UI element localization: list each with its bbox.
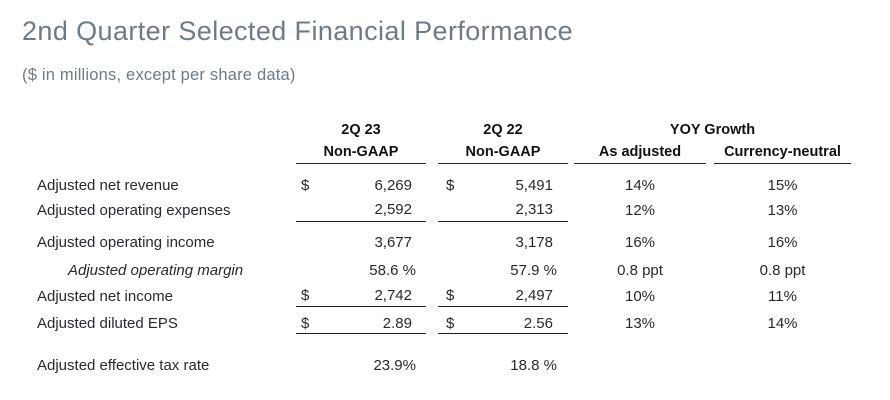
page-title: 2nd Quarter Selected Financial Performan… (22, 16, 574, 46)
growth-as-adjusted: 12% (624, 201, 656, 219)
col-header-currency-neutral: Currency-neutral (714, 141, 851, 164)
amount: 6,269 (374, 176, 412, 194)
value-2q23: 23.9% (373, 356, 416, 374)
table-row: Adjusted operating margin 58.6 % 57.9 % … (0, 256, 851, 284)
table-row: Adjusted net income $ 2,742 $ 2,497 10% … (0, 285, 851, 307)
page-subtitle: ($ in millions, except per share data) (22, 66, 296, 84)
dollar-sign: $ (301, 287, 310, 304)
growth-as-adjusted: 10% (624, 287, 656, 305)
value-2q22: 18.8 % (510, 356, 557, 374)
growth-as-adjusted: 0.8 ppt (617, 261, 663, 279)
amount: 3,178 (515, 233, 553, 251)
table-row: Adjusted diluted EPS $ 2.89 $ 2.56 13% 1… (0, 313, 851, 334)
dollar-sign: $ (446, 287, 455, 304)
value-2q22: 3,178 (438, 228, 568, 256)
amount: 2.56 (523, 314, 553, 332)
value-2q23: $ 6,269 (296, 171, 426, 199)
amount: 2,742 (374, 287, 412, 304)
amount: 3,677 (374, 233, 412, 251)
col-header-2q23: 2Q 23 (341, 122, 381, 138)
row-label: Adjusted net revenue (37, 176, 179, 194)
value-2q23: 2,592 (296, 198, 426, 222)
row-label: Adjusted net income (37, 287, 173, 305)
col-header-2q22: 2Q 22 (483, 122, 523, 138)
table-row: Adjusted net revenue $ 6,269 $ 5,491 14%… (0, 171, 851, 199)
amount: 5,491 (515, 176, 553, 194)
dollar-sign: $ (301, 176, 310, 194)
col-header-non-gaap-2q22: Non-GAAP (438, 141, 568, 164)
amount: 2,313 (515, 201, 553, 218)
growth-currency-neutral: 14% (767, 315, 798, 332)
value-2q23: $ 2.89 (296, 313, 426, 334)
amount: 2.89 (382, 314, 412, 332)
table-row: Adjusted operating income 3,677 3,178 16… (0, 228, 851, 256)
growth-as-adjusted: 14% (624, 176, 656, 194)
growth-currency-neutral: 13% (767, 201, 798, 219)
growth-as-adjusted: 16% (624, 233, 656, 251)
value-2q23: 3,677 (296, 228, 426, 256)
col-header-as-adjusted: As adjusted (574, 141, 706, 164)
table-row: Adjusted operating expenses 2,592 2,313 … (0, 198, 851, 222)
row-label: Adjusted effective tax rate (37, 356, 210, 374)
row-label: Adjusted operating income (37, 233, 215, 251)
col-header-yoy-growth: YOY Growth (669, 122, 756, 138)
dollar-sign: $ (301, 314, 310, 332)
table-header-periods: 2Q 23 2Q 22 YOY Growth (0, 120, 851, 140)
table-header-basis: Non-GAAP Non-GAAP As adjusted Currency-n… (0, 141, 851, 164)
amount: 2,592 (374, 201, 412, 218)
value-2q23: $ 2,742 (296, 285, 426, 307)
amount: 2,497 (515, 287, 553, 304)
growth-currency-neutral: 0.8 ppt (759, 261, 806, 279)
row-label: Adjusted operating expenses (37, 201, 231, 219)
value-2q23: 58.6 % (369, 261, 416, 279)
growth-as-adjusted: 13% (624, 315, 656, 332)
row-label: Adjusted operating margin (68, 261, 244, 279)
value-2q22: $ 2,497 (438, 285, 568, 307)
dollar-sign: $ (446, 314, 455, 332)
col-header-non-gaap-2q23: Non-GAAP (296, 141, 426, 164)
growth-currency-neutral: 11% (768, 287, 797, 305)
value-2q22: 2,313 (438, 198, 568, 222)
growth-currency-neutral: 16% (767, 233, 798, 251)
value-2q22: 57.9 % (510, 261, 557, 279)
value-2q22: $ 5,491 (438, 171, 568, 199)
growth-currency-neutral: 15% (767, 176, 798, 194)
table-row: Adjusted effective tax rate 23.9% 18.8 % (0, 351, 851, 379)
dollar-sign: $ (446, 176, 455, 194)
value-2q22: $ 2.56 (438, 313, 568, 334)
row-label: Adjusted diluted EPS (37, 315, 178, 332)
